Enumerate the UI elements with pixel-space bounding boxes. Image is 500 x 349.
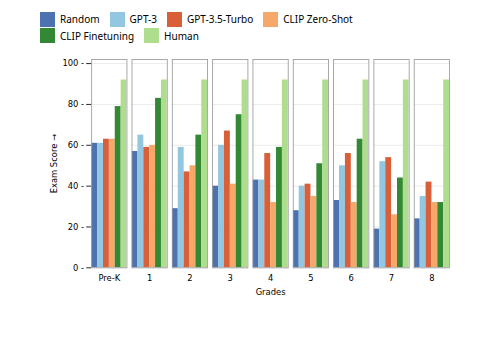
svg-text:1: 1 (147, 273, 152, 283)
html-text:GPT-3: GPT-3 (129, 12, 157, 27)
svg-text:0 -: 0 - (73, 263, 84, 273)
html-text:GPT-3.5-Turbo: GPT-3.5-Turbo (187, 12, 254, 27)
svg-text:7: 7 (389, 273, 394, 283)
html-text:Human: Human (164, 28, 199, 43)
svg-text:80 -: 80 - (68, 99, 84, 109)
svg-text:60 -: 60 - (68, 140, 84, 150)
svg-text:Exam Score →: Exam Score → (49, 134, 59, 193)
svg-text:8: 8 (429, 273, 434, 283)
svg-text:Pre-K: Pre-K (98, 273, 120, 283)
svg-text:5: 5 (308, 273, 313, 283)
html-text:Random: Random (60, 12, 100, 27)
svg-text:2: 2 (187, 273, 192, 283)
svg-text:Grades: Grades (256, 287, 286, 297)
svg-text:40 -: 40 - (68, 181, 84, 191)
html-text:CLIP Finetuning: CLIP Finetuning (60, 28, 135, 43)
svg-text:6: 6 (349, 273, 354, 283)
svg-text:100 -: 100 - (62, 58, 84, 68)
html-text:CLIP Zero-Shot: CLIP Zero-Shot (283, 12, 353, 27)
svg-text:20 -: 20 - (68, 222, 84, 232)
svg-text:3: 3 (228, 273, 233, 283)
svg-text:4: 4 (268, 273, 273, 283)
